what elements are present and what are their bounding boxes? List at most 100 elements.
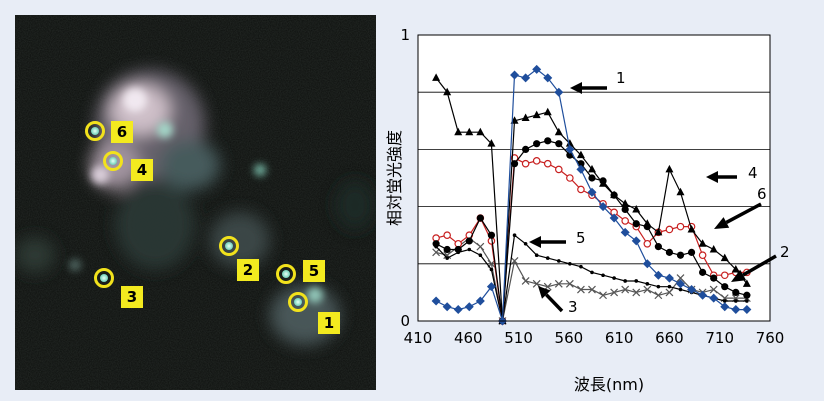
series-1-point xyxy=(653,270,663,280)
cell-4-marker xyxy=(103,151,123,171)
series-5-point xyxy=(634,279,639,283)
series-5-point xyxy=(656,284,661,289)
series-5-point xyxy=(545,256,550,260)
series-2-point xyxy=(522,145,530,153)
series-3-point xyxy=(554,279,563,288)
series-4-point xyxy=(565,139,574,147)
series-4-point xyxy=(632,204,641,213)
series-4-point xyxy=(742,279,751,287)
arrow-annotation-6: 6 xyxy=(714,185,767,229)
x-axis-title: 波長(nm) xyxy=(574,375,644,394)
series-4-point xyxy=(599,179,608,187)
cell-2-label: 2 xyxy=(237,259,259,281)
series-4-point xyxy=(687,224,696,233)
x-tick-label: 410 xyxy=(404,329,433,347)
series-5-point xyxy=(667,284,672,289)
series-3-point xyxy=(621,285,630,294)
series-5-point xyxy=(478,253,483,258)
cell-5-label: 5 xyxy=(303,260,325,282)
y-tick-labels: 01 xyxy=(400,26,410,330)
series-3-point xyxy=(532,279,541,288)
series-4-point xyxy=(554,127,563,136)
series-5-point xyxy=(623,279,627,283)
arrow-label: 6 xyxy=(757,185,767,203)
series-5-point xyxy=(489,267,494,272)
x-tick-label: 660 xyxy=(655,329,684,347)
series-3-point xyxy=(632,288,641,297)
series-5-point xyxy=(722,299,727,303)
series-3-point xyxy=(676,274,685,283)
series-2-point xyxy=(432,240,440,248)
series-5-point xyxy=(512,233,517,237)
series-6-point xyxy=(621,217,629,225)
series-2-point xyxy=(710,274,718,282)
series-1-point xyxy=(565,144,575,154)
cell-1-label: 1 xyxy=(318,312,340,334)
series-1-point xyxy=(642,259,652,269)
series-4-point xyxy=(610,190,619,199)
series-5-point xyxy=(734,299,738,303)
series-5 xyxy=(434,233,749,323)
series-4-point xyxy=(576,150,585,159)
arrow-annotation-2: 2 xyxy=(731,243,790,282)
cell-3-label: 3 xyxy=(121,286,143,308)
series-4-point xyxy=(543,107,552,116)
series-3-point xyxy=(599,291,607,300)
series-5-point xyxy=(678,287,683,292)
series-4-point xyxy=(698,239,707,247)
series-3-point xyxy=(709,285,718,294)
series-2-point xyxy=(443,245,451,254)
series-2-point xyxy=(533,140,541,148)
series-1-point xyxy=(475,296,485,306)
cell-4-label: 4 xyxy=(131,159,153,181)
annotations: 1 4 6 5 2 3 xyxy=(529,69,790,316)
series-3-point xyxy=(565,279,574,288)
grid-lines xyxy=(418,91,770,265)
series-3-point xyxy=(521,277,530,285)
series-2-point xyxy=(665,248,674,256)
series-1-point xyxy=(620,227,630,237)
series-1-point xyxy=(698,290,708,300)
series-5-point xyxy=(568,262,572,266)
series-5-point xyxy=(612,276,616,280)
series-4-point xyxy=(643,219,652,227)
series-2-point xyxy=(743,291,751,299)
arrow-annotation-3: 3 xyxy=(538,286,578,316)
series-3-point xyxy=(577,285,585,294)
arrow-annotation-1: 1 xyxy=(570,69,626,94)
series-5-point xyxy=(557,259,561,263)
series-4-point xyxy=(676,187,685,196)
arrow-head xyxy=(714,217,730,229)
series-6-point xyxy=(555,165,563,174)
series-5-point xyxy=(601,273,605,278)
series-6-point xyxy=(543,159,552,168)
series-1-point xyxy=(675,279,685,289)
series-5-point xyxy=(579,264,583,269)
series-6-point xyxy=(698,251,707,260)
series-4 xyxy=(432,73,751,324)
series-5-point xyxy=(745,299,749,303)
series-2-point xyxy=(621,205,629,214)
series-4-point xyxy=(443,87,452,96)
series-4-point xyxy=(587,164,596,173)
series-6-point xyxy=(566,174,574,182)
cell-2-marker xyxy=(219,236,239,256)
series-4-point xyxy=(532,110,541,119)
series-2-point xyxy=(632,220,640,228)
series-4-point xyxy=(665,164,674,173)
series-1-point xyxy=(598,202,608,212)
series-5-point xyxy=(445,256,449,260)
series-3-point xyxy=(476,242,485,251)
series-4-point xyxy=(432,73,441,81)
series-1-point xyxy=(464,302,474,312)
series-1-point xyxy=(731,305,741,315)
series-2-point xyxy=(699,268,707,276)
series-4-point xyxy=(654,227,663,236)
x-tick-label: 710 xyxy=(705,329,734,347)
series-5-point xyxy=(523,241,528,246)
series-1-point xyxy=(554,87,564,97)
series-6-point xyxy=(676,222,685,231)
spectrum-chart: 410 460 510 560 610 660 710 760 01 波長(nm) 相対蛍光強… xyxy=(385,26,790,394)
series-6-point xyxy=(577,185,585,194)
series-2-point xyxy=(687,248,696,256)
